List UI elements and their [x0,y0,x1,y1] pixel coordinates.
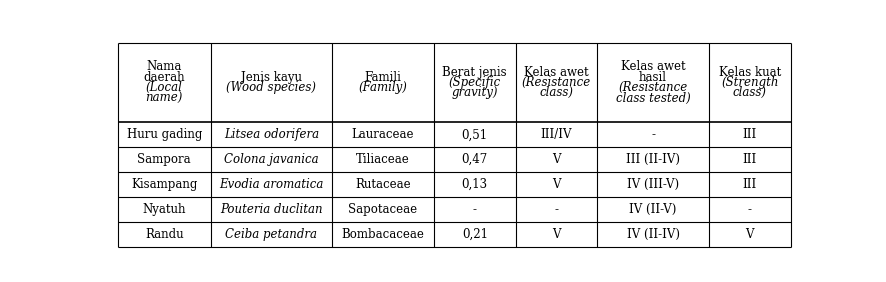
Text: Kisampang: Kisampang [131,178,198,191]
Text: III (II-IV): III (II-IV) [626,153,680,166]
Text: (Resistance: (Resistance [618,81,688,94]
Text: Kelas awet: Kelas awet [621,60,686,73]
Text: III/IV: III/IV [540,128,572,141]
Text: -: - [473,203,477,216]
Text: 0,51: 0,51 [462,128,488,141]
Text: Huru gading: Huru gading [127,128,202,141]
Text: Berat jenis: Berat jenis [442,66,507,79]
Text: Litsea odorifera: Litsea odorifera [224,128,319,141]
Text: Kelas kuat: Kelas kuat [719,66,781,79]
Text: -: - [748,203,752,216]
Text: class): class) [733,86,766,100]
Text: V: V [745,228,754,241]
Text: name): name) [145,92,183,105]
Text: III: III [742,178,757,191]
Text: 0,47: 0,47 [462,153,488,166]
Text: 0,13: 0,13 [462,178,488,191]
Text: hasil: hasil [639,71,667,84]
Text: V: V [552,153,561,166]
Text: Nama: Nama [146,60,182,73]
Text: (Family): (Family) [359,81,408,94]
Text: Sampora: Sampora [137,153,191,166]
Text: (Wood species): (Wood species) [226,81,316,94]
Text: Pouteria duclitan: Pouteria duclitan [220,203,323,216]
Text: V: V [552,178,561,191]
Text: gravity): gravity) [452,86,498,100]
Text: Jenis kayu: Jenis kayu [241,71,302,84]
Text: Rutaceae: Rutaceae [355,178,411,191]
Text: class tested): class tested) [616,92,690,105]
Text: III: III [742,153,757,166]
Text: class): class) [540,86,573,100]
Text: IV (II-V): IV (II-V) [629,203,677,216]
Text: Nyatuh: Nyatuh [143,203,186,216]
Text: (Local: (Local [146,81,183,94]
Text: (Specific: (Specific [448,76,501,89]
Text: daerah: daerah [144,71,185,84]
Text: Famili: Famili [364,71,401,84]
Text: Ceiba petandra: Ceiba petandra [225,228,317,241]
Text: IV (III-V): IV (III-V) [627,178,679,191]
Text: Bombacaceae: Bombacaceae [341,228,424,241]
Text: 0,21: 0,21 [462,228,488,241]
Text: (Strength: (Strength [721,76,779,89]
Text: Randu: Randu [145,228,183,241]
Text: Sapotaceae: Sapotaceae [348,203,417,216]
Text: Evodia aromatica: Evodia aromatica [219,178,323,191]
Text: (Resistance: (Resistance [522,76,591,89]
Text: -: - [651,128,655,141]
Text: Colona javanica: Colona javanica [224,153,319,166]
Text: III: III [742,128,757,141]
Text: -: - [555,203,558,216]
Text: Lauraceae: Lauraceae [352,128,414,141]
Text: V: V [552,228,561,241]
Text: Kelas awet: Kelas awet [524,66,588,79]
Text: IV (II-IV): IV (II-IV) [626,228,680,241]
Text: Tiliaceae: Tiliaceae [356,153,410,166]
